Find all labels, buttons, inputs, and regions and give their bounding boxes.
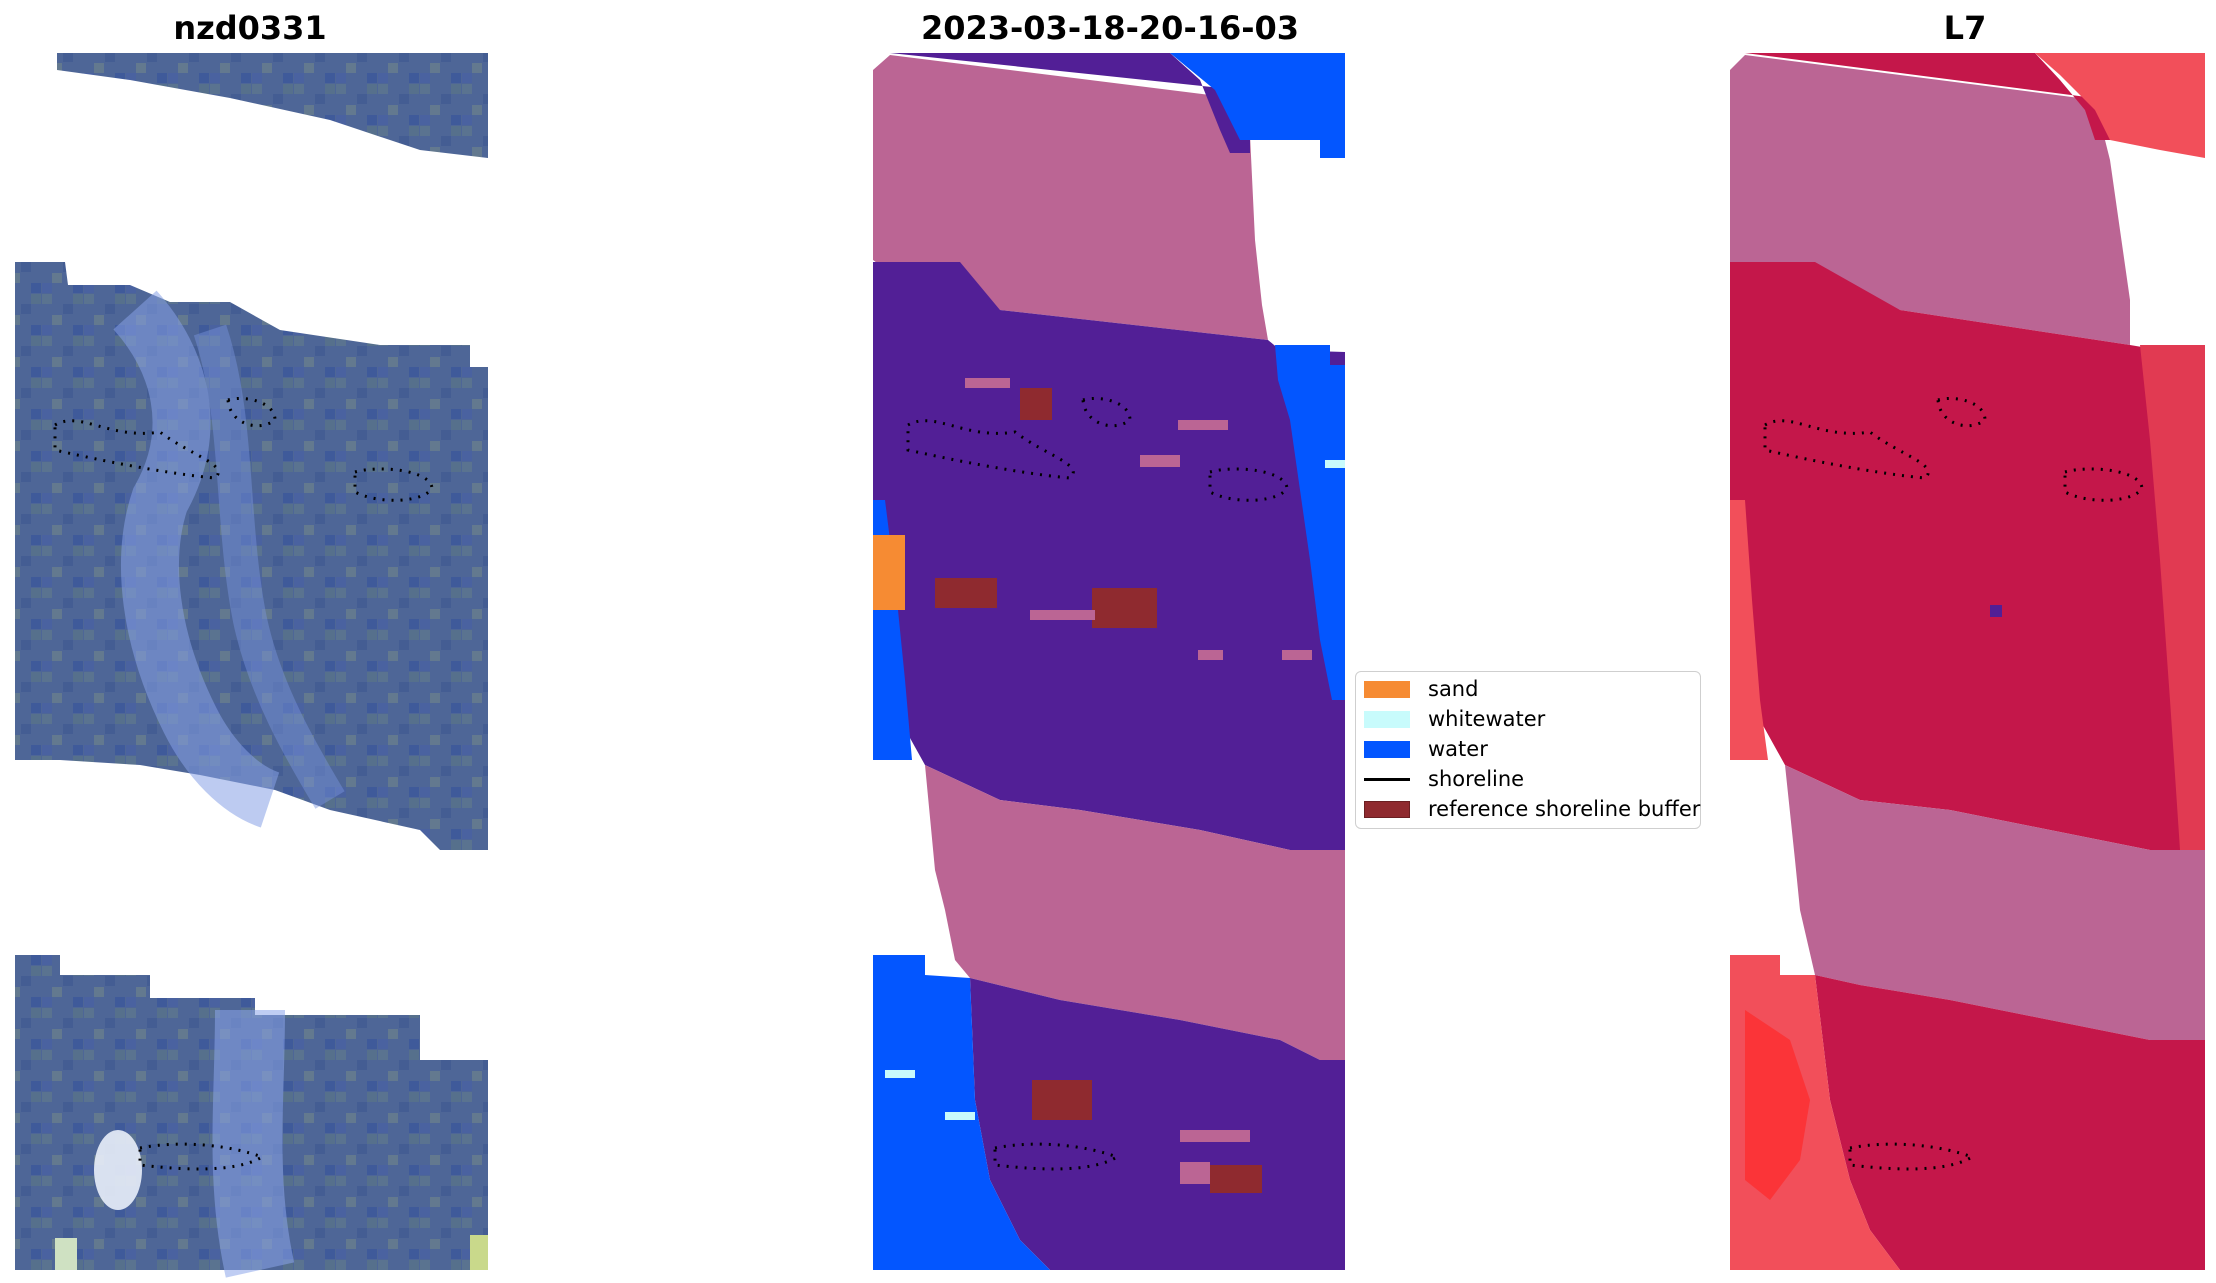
class-other-top [890, 53, 1345, 158]
legend-item-sand: sand [1364, 676, 1478, 702]
class-water-bottom [873, 460, 1345, 1270]
class-reference-shorelines [906, 396, 1289, 1171]
legend-label-reference-buffer: reference shoreline buffer [1428, 797, 1701, 821]
rgb-top-strip [57, 53, 488, 158]
ndwi-high-top [1745, 53, 2205, 158]
ndwi-land-bottom [1785, 765, 2205, 1040]
ndwi-high-middle [1730, 262, 2205, 850]
ndwi-low-bottom [1730, 955, 1900, 1270]
legend-label-shoreline: shoreline [1428, 767, 1525, 791]
legend-label-sand: sand [1428, 677, 1479, 701]
legend-swatch-reference-buffer [1364, 800, 1410, 818]
rgb-middle-block [15, 262, 488, 850]
class-other-middle [873, 262, 1345, 850]
rgb-reference-shorelines [53, 396, 434, 1171]
legend: sand whitewater water shoreline referenc… [1355, 671, 1701, 829]
legend-item-water: water [1364, 736, 1488, 762]
ndwi-reference-shorelines [1763, 396, 2144, 1171]
ndwi-high-bottom [1815, 975, 2205, 1270]
panel-title-ndwi: L7 [1943, 9, 1987, 47]
legend-swatch-shoreline [1364, 777, 1410, 781]
rgb-bottom-block [15, 955, 488, 1278]
legend-item-whitewater: whitewater [1364, 706, 1545, 732]
legend-swatch-sand [1364, 680, 1410, 698]
class-land-bottom [925, 765, 1345, 1060]
class-land-top [873, 55, 1268, 340]
legend-label-whitewater: whitewater [1428, 707, 1546, 731]
legend-item-reference-buffer: reference shoreline buffer [1364, 796, 1700, 822]
legend-label-water: water [1428, 737, 1488, 761]
class-buffer-patches [935, 388, 1262, 1193]
class-land-specks [965, 378, 1312, 1184]
legend-swatch-whitewater [1364, 710, 1410, 728]
panel-title-classification: 2023-03-18-20-16-03 [920, 9, 1300, 47]
legend-item-shoreline: shoreline [1364, 766, 1524, 792]
class-other-bottom [970, 978, 1345, 1270]
panel-title-rgb: nzd0331 [173, 9, 327, 47]
legend-swatch-water [1364, 740, 1410, 758]
